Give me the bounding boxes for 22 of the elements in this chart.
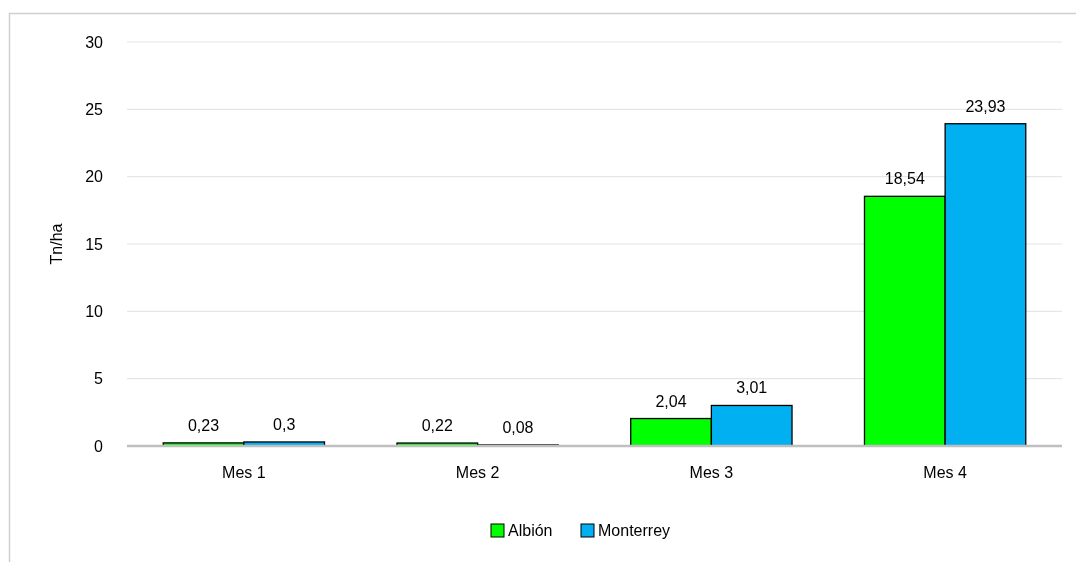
legend-label: Monterrey	[598, 521, 671, 539]
y-tick-label: 10	[85, 302, 104, 320]
data-label: 0,23	[187, 416, 220, 434]
legend-label: Albión	[508, 521, 553, 539]
data-label: 0,22	[421, 417, 453, 435]
x-tick-label: Mes 1	[222, 464, 266, 481]
y-tick-label: 15	[85, 235, 104, 253]
data-label: 2,04	[655, 392, 687, 410]
y-axis-title: Tn/ha	[48, 223, 65, 265]
y-tick-label: 20	[85, 168, 104, 186]
data-label: 23,93	[965, 97, 1006, 115]
x-tick-label: Mes 2	[455, 464, 500, 481]
y-tick-label: 5	[94, 370, 104, 388]
x-tick-label: Mes 4	[923, 464, 968, 481]
y-tick-label: 30	[85, 33, 104, 51]
data-label: 3,01	[736, 379, 768, 397]
data-label: 0,3	[273, 415, 296, 433]
y-tick-label: 25	[85, 100, 104, 118]
data-label: 18,54	[884, 170, 925, 188]
x-tick-label: Mes 3	[689, 464, 734, 481]
y-tick-label: 0	[94, 437, 104, 455]
data-label: 0,08	[502, 418, 534, 436]
